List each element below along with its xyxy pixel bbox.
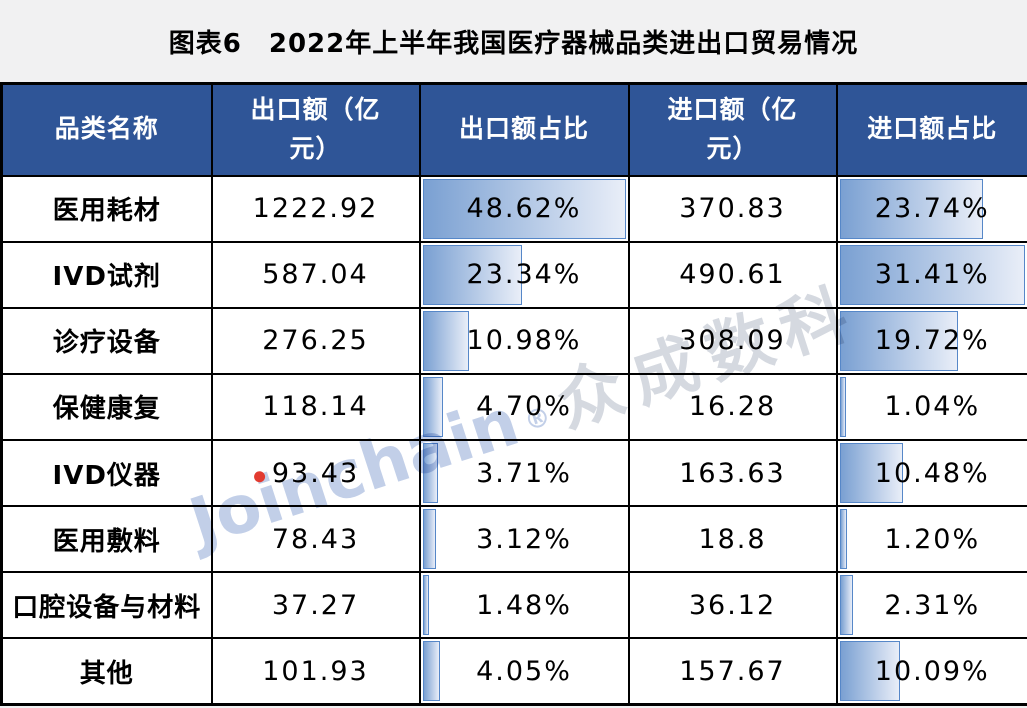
import-value-cell: 157.67 (627, 637, 838, 706)
export-share-cell: 3.71% (418, 438, 630, 508)
export-share-cell: 4.70% (418, 372, 630, 442)
export-value-cell: 78.43 (210, 505, 421, 574)
data-bar (422, 310, 470, 371)
data-bar (839, 376, 846, 437)
table-row: 医用敷料 78.43 3.12% 18.8 1.20% (0, 505, 1027, 574)
title-band: 图表6 2022年上半年我国医疗器械品类进出口贸易情况 (0, 0, 1027, 82)
export-value-cell: 587.04 (210, 240, 421, 309)
table-row: IVD仪器 93.43 3.71% 163.63 10.48% (0, 438, 1027, 508)
import-value-cell: 18.8 (627, 505, 838, 574)
trade-data-table: 品类名称 出口额（亿元） 出口额占比 进口额（亿元） 进口额占比 医用耗材 1222.92… (0, 82, 1027, 706)
data-bar (422, 509, 436, 570)
import-value-cell: 36.12 (627, 571, 838, 640)
data-bar (839, 443, 903, 504)
table-row: 口腔设备与材料 37.27 1.48% 36.12 2.31% (0, 571, 1027, 640)
share-value: 4.05% (476, 655, 572, 687)
data-bar (839, 641, 901, 701)
import-value-cell: 16.28 (627, 372, 838, 442)
export-value-cell: 276.25 (210, 306, 421, 375)
share-value: 2.31% (884, 589, 981, 621)
data-bar (422, 575, 429, 636)
data-bar (839, 509, 847, 570)
export-value-cell: 118.14 (210, 372, 421, 442)
column-header-label: 进口额（亿元） (667, 95, 798, 163)
import-value-cell: 308.09 (627, 306, 838, 375)
export-share-cell: 3.12% (418, 505, 630, 574)
share-value: 23.74% (874, 193, 990, 225)
share-value: 1.04% (884, 391, 981, 423)
table-row: IVD试剂 587.04 23.34% 490.61 31.41% (0, 240, 1027, 309)
data-bar (839, 244, 1025, 305)
data-bar (839, 575, 854, 636)
export-value-cell: 1222.92 (210, 174, 421, 243)
share-value: 23.34% (466, 259, 582, 291)
export-value-cell: 101.93 (210, 637, 421, 706)
data-bar (422, 641, 440, 701)
category-cell: 医用耗材 (0, 174, 213, 243)
column-header-label: 出口额占比 (458, 114, 589, 144)
import-share-cell: 10.09% (835, 637, 1027, 706)
export-share-cell: 1.48% (418, 571, 630, 640)
column-header: 进口额（亿元） (627, 82, 838, 177)
share-value: 10.98% (466, 325, 582, 357)
data-bar (422, 244, 522, 305)
share-value: 10.09% (874, 655, 990, 687)
import-share-cell: 23.74% (835, 174, 1027, 243)
import-share-cell: 31.41% (835, 240, 1027, 309)
category-cell: 其他 (0, 637, 213, 706)
data-bar (839, 310, 959, 371)
column-header: 出口额占比 (418, 82, 630, 177)
data-bar (422, 178, 626, 239)
figure-title: 图表6 2022年上半年我国医疗器械品类进出口贸易情况 (168, 28, 859, 59)
export-share-cell: 4.05% (418, 637, 630, 706)
share-value: 3.12% (476, 523, 572, 555)
category-cell: 保健康复 (0, 372, 213, 442)
share-value: 3.71% (476, 457, 572, 489)
category-cell: 诊疗设备 (0, 306, 213, 375)
column-header: 品类名称 (0, 82, 213, 177)
category-cell: 口腔设备与材料 (0, 571, 213, 640)
import-share-cell: 1.04% (835, 372, 1027, 442)
column-header: 出口额（亿元） (210, 82, 421, 177)
header-row: 品类名称 出口额（亿元） 出口额占比 进口额（亿元） 进口额占比 (0, 82, 1027, 177)
category-cell: IVD仪器 (0, 438, 213, 508)
share-value: 48.62% (466, 193, 582, 225)
data-bar (422, 376, 443, 437)
data-bar (422, 443, 439, 504)
export-value-cell: 37.27 (210, 571, 421, 640)
column-header-label: 进口额占比 (867, 114, 998, 144)
import-share-cell: 2.31% (835, 571, 1027, 640)
share-value: 31.41% (874, 259, 990, 291)
column-header-label: 出口额（亿元） (250, 95, 381, 163)
export-share-cell: 23.34% (418, 240, 630, 309)
data-bar (839, 178, 983, 239)
export-share-cell: 48.62% (418, 174, 630, 243)
share-value: 1.48% (476, 589, 572, 621)
import-share-cell: 19.72% (835, 306, 1027, 375)
share-value: 10.48% (874, 457, 990, 489)
import-value-cell: 163.63 (627, 438, 838, 508)
category-cell: IVD试剂 (0, 240, 213, 309)
export-value-cell: 93.43 (210, 438, 421, 508)
import-share-cell: 10.48% (835, 438, 1027, 508)
table-row: 诊疗设备 276.25 10.98% 308.09 19.72% (0, 306, 1027, 375)
export-share-cell: 10.98% (418, 306, 630, 375)
table-row: 其他 101.93 4.05% 157.67 10.09% (0, 637, 1027, 706)
column-header-label: 品类名称 (54, 114, 159, 144)
category-cell: 医用敷料 (0, 505, 213, 574)
import-value-cell: 490.61 (627, 240, 838, 309)
table-row: 保健康复 118.14 4.70% 16.28 1.04% (0, 372, 1027, 442)
share-value: 4.70% (476, 391, 572, 423)
table-row: 医用耗材 1222.92 48.62% 370.83 23.74% (0, 174, 1027, 243)
share-value: 19.72% (874, 325, 990, 357)
import-share-cell: 1.20% (835, 505, 1027, 574)
import-value-cell: 370.83 (627, 174, 838, 243)
column-header: 进口额占比 (835, 82, 1027, 177)
share-value: 1.20% (884, 523, 981, 555)
